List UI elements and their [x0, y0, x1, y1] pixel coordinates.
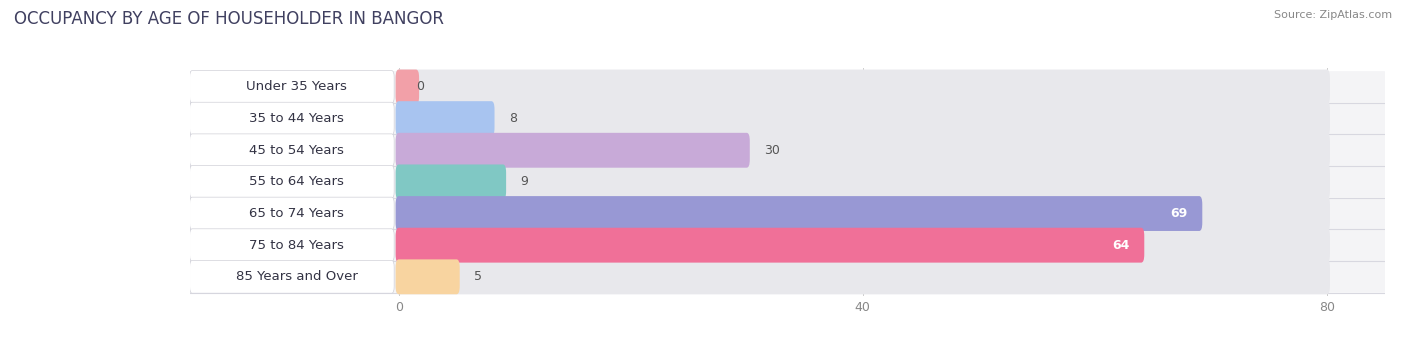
Text: 45 to 54 Years: 45 to 54 Years: [249, 144, 344, 157]
FancyBboxPatch shape: [190, 134, 394, 167]
Text: 9: 9: [520, 175, 529, 188]
Text: 5: 5: [474, 270, 482, 283]
Text: 85 Years and Over: 85 Years and Over: [236, 270, 357, 283]
FancyBboxPatch shape: [395, 196, 1202, 231]
FancyBboxPatch shape: [395, 196, 1330, 231]
FancyBboxPatch shape: [395, 165, 506, 199]
FancyBboxPatch shape: [395, 228, 1144, 262]
FancyBboxPatch shape: [395, 133, 749, 168]
FancyBboxPatch shape: [190, 229, 394, 261]
FancyBboxPatch shape: [190, 166, 1385, 198]
FancyBboxPatch shape: [190, 230, 1385, 261]
FancyBboxPatch shape: [395, 259, 460, 294]
Text: Source: ZipAtlas.com: Source: ZipAtlas.com: [1274, 10, 1392, 20]
Text: 55 to 64 Years: 55 to 64 Years: [249, 175, 344, 188]
FancyBboxPatch shape: [395, 70, 1330, 104]
FancyBboxPatch shape: [395, 228, 1330, 262]
Text: 35 to 44 Years: 35 to 44 Years: [249, 112, 344, 125]
FancyBboxPatch shape: [190, 197, 394, 230]
Text: 65 to 74 Years: 65 to 74 Years: [249, 207, 344, 220]
FancyBboxPatch shape: [395, 101, 1330, 136]
FancyBboxPatch shape: [190, 166, 394, 198]
Text: 8: 8: [509, 112, 517, 125]
FancyBboxPatch shape: [190, 134, 1385, 166]
FancyBboxPatch shape: [190, 71, 394, 103]
FancyBboxPatch shape: [395, 259, 1330, 294]
FancyBboxPatch shape: [395, 133, 1330, 168]
FancyBboxPatch shape: [190, 102, 394, 135]
Text: Under 35 Years: Under 35 Years: [246, 81, 347, 94]
Text: 69: 69: [1170, 207, 1188, 220]
FancyBboxPatch shape: [190, 103, 1385, 134]
Text: 30: 30: [763, 144, 780, 157]
FancyBboxPatch shape: [395, 70, 419, 104]
Text: 75 to 84 Years: 75 to 84 Years: [249, 239, 344, 252]
FancyBboxPatch shape: [190, 261, 1385, 293]
FancyBboxPatch shape: [190, 198, 1385, 230]
Text: OCCUPANCY BY AGE OF HOUSEHOLDER IN BANGOR: OCCUPANCY BY AGE OF HOUSEHOLDER IN BANGO…: [14, 10, 444, 28]
FancyBboxPatch shape: [190, 71, 1385, 103]
Text: 0: 0: [416, 81, 425, 94]
Text: 64: 64: [1112, 239, 1129, 252]
FancyBboxPatch shape: [190, 260, 394, 293]
FancyBboxPatch shape: [395, 165, 1330, 199]
FancyBboxPatch shape: [395, 101, 495, 136]
